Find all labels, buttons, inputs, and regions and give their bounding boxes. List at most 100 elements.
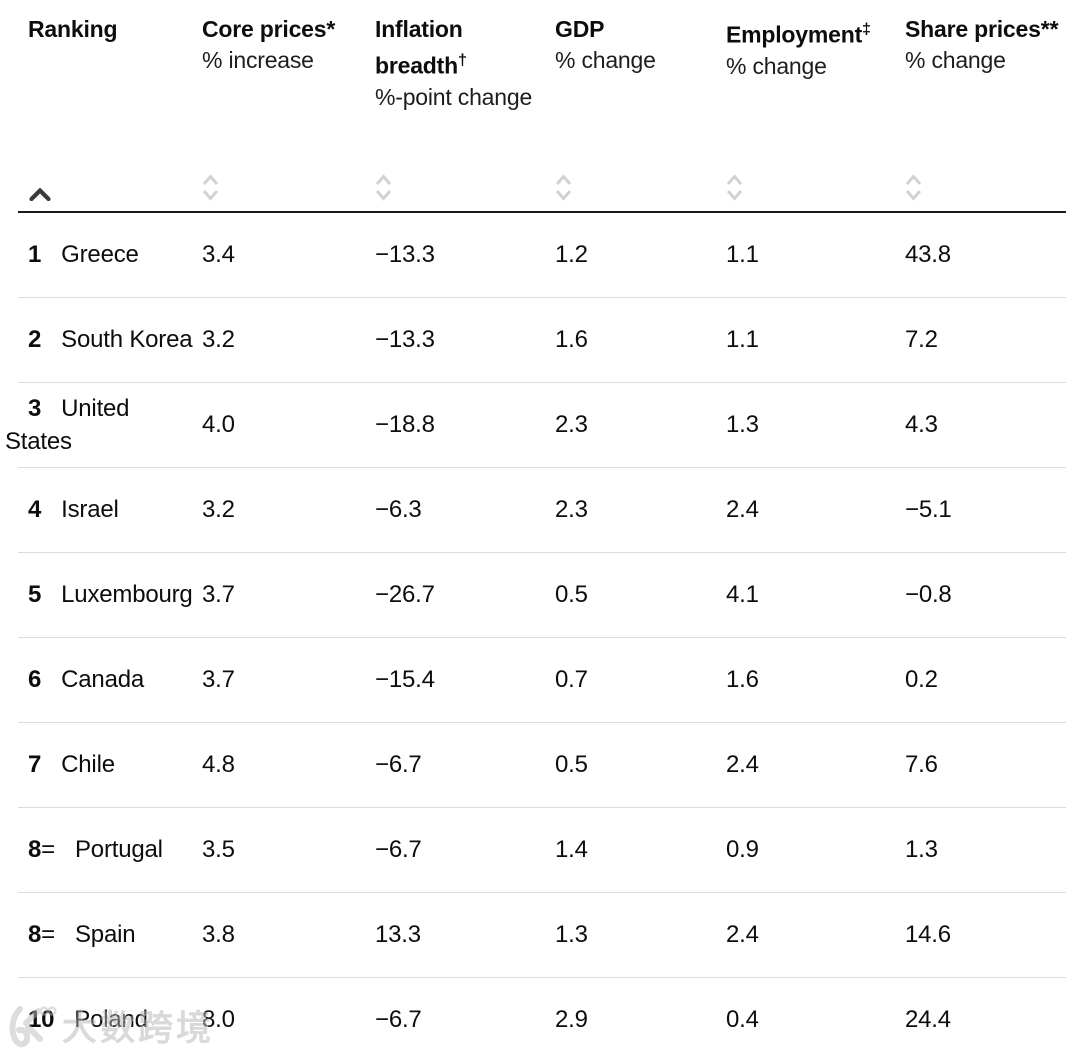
rank-country-cell: 2 South Korea [5, 323, 202, 356]
employment-value: 2.4 [726, 751, 759, 779]
row-divider [18, 381, 1066, 383]
column-header-employment[interactable]: Employment‡ % change [726, 14, 905, 113]
share-prices-value: 4.3 [905, 411, 938, 439]
employment-value: 1.6 [726, 666, 759, 694]
country-name: Luxembourg [61, 581, 193, 609]
footnote-marker: ‡ [862, 20, 871, 38]
employment-value: 0.4 [726, 1006, 759, 1034]
inflation-breadth-value: −6.7 [375, 836, 422, 864]
sort-unsorted-icon[interactable] [905, 173, 922, 201]
column-header-core-prices[interactable]: Core prices* % increase [202, 14, 375, 113]
rank-country-cell: 8= Portugal [5, 833, 202, 866]
employment-value: 2.4 [726, 496, 759, 524]
rank-country-cell: 1 Greece [5, 238, 202, 271]
core-prices-value: 3.7 [202, 666, 235, 694]
table-row: 7 Chile 4.8 −6.7 0.5 2.4 7.6 [5, 723, 1080, 807]
core-prices-value: 3.4 [202, 241, 235, 269]
table-row: 3 United States 4.0 −18.8 2.3 1.3 4.3 [5, 383, 1080, 467]
rank: 3 [28, 394, 42, 422]
rank-suffix: = [41, 836, 55, 864]
table-row: 5 Luxembourg 3.7 −26.7 0.5 4.1 −0.8 [5, 553, 1080, 637]
sort-unsorted-icon[interactable] [555, 173, 572, 201]
gdp-value: 0.5 [555, 581, 588, 609]
row-divider [18, 296, 1066, 298]
footnote-marker: ** [1040, 16, 1059, 42]
sort-cell-employment [726, 173, 905, 211]
employment-value: 1.3 [726, 411, 759, 439]
rank: 10 [28, 1006, 55, 1034]
column-header-share-prices[interactable]: Share prices** % change [905, 14, 1080, 113]
rank: 2 [28, 326, 42, 354]
row-divider [18, 891, 1066, 893]
inflation-breadth-value: −13.3 [375, 326, 435, 354]
core-prices-value: 3.7 [202, 581, 235, 609]
country-name: South Korea [61, 326, 193, 354]
share-prices-value: 7.2 [905, 326, 938, 354]
table-row: 4 Israel 3.2 −6.3 2.3 2.4 −5.1 [5, 468, 1080, 552]
footnote-marker: * [326, 16, 336, 42]
table-header-row: Ranking Core prices* % increase Inflation… [5, 0, 1080, 113]
country-name: United States [5, 394, 130, 455]
column-header-gdp[interactable]: GDP % change [555, 14, 726, 113]
rank-country-cell: 10 Poland [5, 1003, 202, 1036]
country-name: Canada [61, 666, 145, 694]
sort-unsorted-icon[interactable] [375, 173, 392, 201]
inflation-breadth-value: −26.7 [375, 581, 435, 609]
row-divider [18, 636, 1066, 638]
country-name: Poland [74, 1006, 148, 1034]
core-prices-value: 4.0 [202, 411, 235, 439]
sort-cell-inflation-breadth [375, 173, 555, 211]
column-subtitle: % change [905, 47, 1006, 73]
column-title: Share prices [905, 16, 1041, 42]
column-subtitle: % increase [202, 47, 314, 73]
core-prices-value: 3.5 [202, 836, 235, 864]
employment-value: 4.1 [726, 581, 759, 609]
share-prices-value: −5.1 [905, 496, 952, 524]
rank: 8 [28, 836, 42, 864]
footnote-marker: † [457, 51, 467, 69]
rank: 5 [28, 581, 42, 609]
sort-unsorted-icon[interactable] [726, 173, 743, 201]
country-name: Chile [61, 751, 115, 779]
rank: 1 [28, 241, 42, 269]
gdp-value: 1.4 [555, 836, 588, 864]
inflation-breadth-value: −18.8 [375, 411, 435, 439]
row-divider [18, 551, 1066, 553]
employment-value: 0.9 [726, 836, 759, 864]
gdp-value: 1.2 [555, 241, 588, 269]
rank-country-cell: 7 Chile [5, 748, 202, 781]
country-name: Greece [61, 241, 139, 269]
rank: 4 [28, 496, 42, 524]
column-subtitle: % change [555, 47, 656, 73]
country-name: Spain [74, 921, 136, 949]
core-prices-value: 8.0 [202, 1006, 235, 1034]
gdp-value: 2.3 [555, 496, 588, 524]
column-title: GDP [555, 16, 605, 42]
gdp-value: 0.7 [555, 666, 588, 694]
inflation-breadth-value: −15.4 [375, 666, 435, 694]
sort-controls-row [5, 113, 1080, 211]
table-row: 10 Poland 8.0 −6.7 2.9 0.4 24.4 [5, 978, 1080, 1062]
sort-cell-core-prices [202, 173, 375, 211]
column-title: Inflation breadth [375, 16, 463, 79]
sort-ascending-active-icon[interactable] [29, 187, 51, 201]
rank-country-cell: 3 United States [5, 392, 202, 458]
sort-unsorted-icon[interactable] [202, 173, 219, 201]
core-prices-value: 4.8 [202, 751, 235, 779]
share-prices-value: 43.8 [905, 241, 951, 269]
column-title: Employment [726, 21, 863, 48]
inflation-breadth-value: −6.3 [375, 496, 422, 524]
share-prices-value: 0.2 [905, 666, 938, 694]
header-heavy-rule [18, 210, 1066, 213]
sort-cell-gdp [555, 173, 726, 211]
table-row: 1 Greece 3.4 −13.3 1.2 1.1 43.8 [5, 213, 1080, 297]
share-prices-value: −0.8 [905, 581, 952, 609]
column-header-ranking[interactable]: Ranking [5, 14, 202, 113]
gdp-value: 0.5 [555, 751, 588, 779]
employment-value: 1.1 [726, 326, 759, 354]
column-header-inflation-breadth[interactable]: Inflation breadth† %-point change [375, 14, 555, 113]
table-row: 8= Spain 3.8 13.3 1.3 2.4 14.6 [5, 893, 1080, 977]
country-name: Israel [61, 496, 119, 524]
row-divider [18, 806, 1066, 808]
employment-value: 1.1 [726, 241, 759, 269]
